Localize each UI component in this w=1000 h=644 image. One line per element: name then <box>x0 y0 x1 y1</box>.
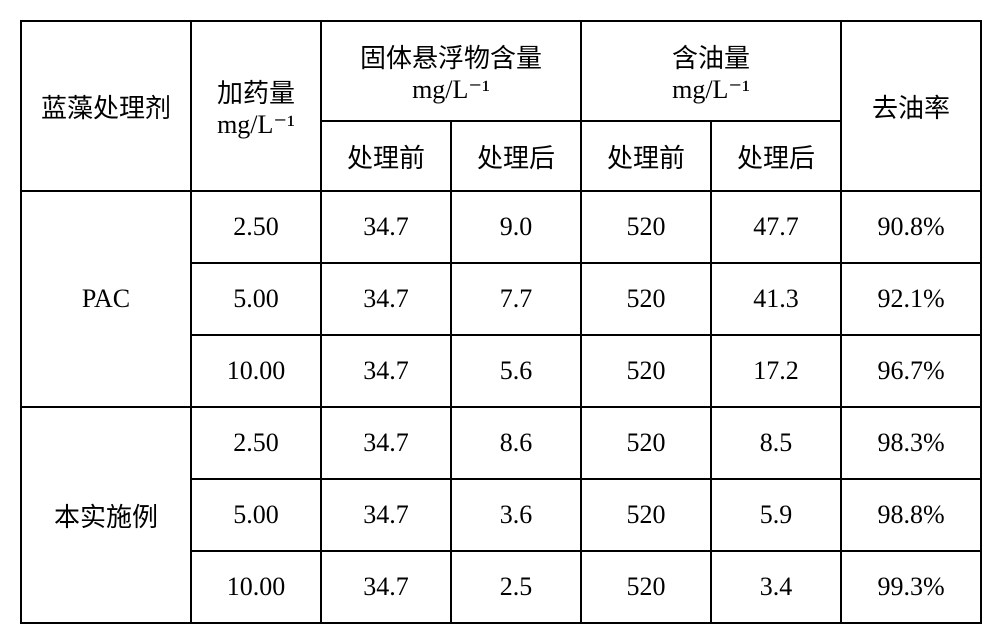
cell-removal: 92.1% <box>841 263 981 335</box>
cell-dosage: 10.00 <box>191 551 321 623</box>
oil-before-header: 处理前 <box>581 121 711 191</box>
cell-ss-before: 34.7 <box>321 407 451 479</box>
cell-removal: 98.3% <box>841 407 981 479</box>
cell-oil-before: 520 <box>581 407 711 479</box>
col-ss: 固体悬浮物含量 mg/L⁻¹ <box>321 21 581 121</box>
agent-label: 蓝藻处理剂 <box>22 88 190 125</box>
cell-ss-after: 7.7 <box>451 263 581 335</box>
cell-ss-after: 8.6 <box>451 407 581 479</box>
cell-dosage: 5.00 <box>191 479 321 551</box>
col-agent: 蓝藻处理剂 <box>21 21 191 191</box>
cell-ss-after: 3.6 <box>451 479 581 551</box>
group-name: 本实施例 <box>21 407 191 623</box>
cell-ss-before: 34.7 <box>321 335 451 407</box>
cell-oil-after: 47.7 <box>711 191 841 263</box>
cell-oil-after: 8.5 <box>711 407 841 479</box>
cell-oil-before: 520 <box>581 479 711 551</box>
cell-removal: 90.8% <box>841 191 981 263</box>
oil-after-header: 处理后 <box>711 121 841 191</box>
cell-ss-after: 2.5 <box>451 551 581 623</box>
oil-label: 含油量 <box>582 38 840 75</box>
ss-after-header: 处理后 <box>451 121 581 191</box>
oil-unit: mg/L⁻¹ <box>582 75 840 105</box>
col-dosage: 加药量 mg/L⁻¹ <box>191 21 321 191</box>
col-removal: 去油率 <box>841 21 981 191</box>
cell-ss-before: 34.7 <box>321 191 451 263</box>
cell-oil-before: 520 <box>581 263 711 335</box>
ss-label: 固体悬浮物含量 <box>322 38 580 75</box>
cell-dosage: 2.50 <box>191 407 321 479</box>
cell-dosage: 10.00 <box>191 335 321 407</box>
ss-before-header: 处理前 <box>321 121 451 191</box>
cell-oil-after: 17.2 <box>711 335 841 407</box>
group-name: PAC <box>21 191 191 407</box>
cell-oil-after: 3.4 <box>711 551 841 623</box>
cell-oil-before: 520 <box>581 191 711 263</box>
dosage-unit: mg/L⁻¹ <box>192 110 320 140</box>
ss-unit: mg/L⁻¹ <box>322 75 580 105</box>
cell-dosage: 5.00 <box>191 263 321 335</box>
cell-oil-before: 520 <box>581 335 711 407</box>
cell-dosage: 2.50 <box>191 191 321 263</box>
cell-oil-after: 41.3 <box>711 263 841 335</box>
cell-ss-before: 34.7 <box>321 479 451 551</box>
cell-ss-after: 5.6 <box>451 335 581 407</box>
col-oil: 含油量 mg/L⁻¹ <box>581 21 841 121</box>
cell-ss-after: 9.0 <box>451 191 581 263</box>
cell-oil-before: 520 <box>581 551 711 623</box>
cell-ss-before: 34.7 <box>321 551 451 623</box>
cell-removal: 98.8% <box>841 479 981 551</box>
cell-oil-after: 5.9 <box>711 479 841 551</box>
data-table: 蓝藻处理剂 加药量 mg/L⁻¹ 固体悬浮物含量 mg/L⁻¹ 含油量 mg/L… <box>20 20 982 624</box>
cell-removal: 96.7% <box>841 335 981 407</box>
cell-removal: 99.3% <box>841 551 981 623</box>
dosage-label: 加药量 <box>192 73 320 110</box>
cell-ss-before: 34.7 <box>321 263 451 335</box>
